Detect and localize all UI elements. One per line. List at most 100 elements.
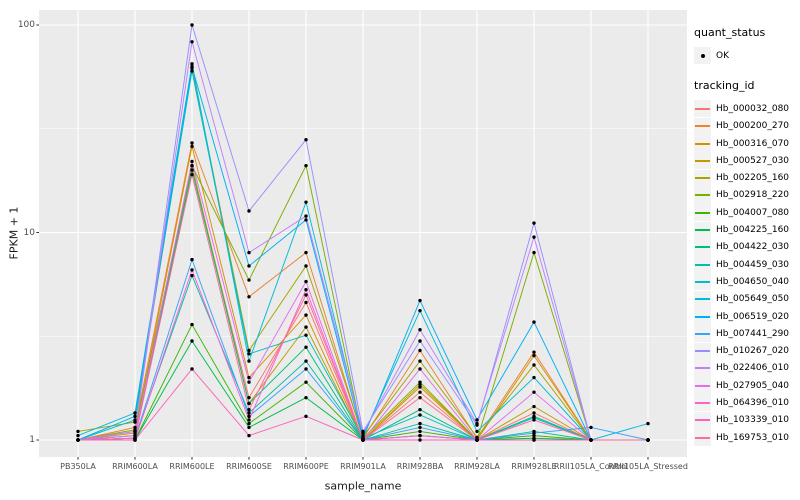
data-point: [475, 435, 479, 440]
legend-item-label: OK: [716, 50, 729, 61]
data-point: [418, 359, 422, 363]
data-point: [532, 411, 536, 415]
data-point: [532, 221, 536, 225]
legend-item-hb_006519_020: Hb_006519_020: [694, 308, 800, 325]
data-point: [247, 295, 251, 299]
legend-item-label: Hb_006519_020: [716, 311, 790, 322]
data-point: [532, 390, 536, 394]
line-swatch-icon: [695, 229, 710, 232]
legend-key-line: [694, 342, 711, 360]
data-point: [418, 429, 422, 434]
legend-key-line: [694, 308, 711, 325]
legend-item-label: Hb_004225_160: [716, 225, 790, 236]
line-swatch-icon: [695, 211, 710, 214]
data-point: [190, 172, 194, 177]
data-point: [304, 300, 308, 305]
data-point: [418, 380, 422, 384]
line-swatch-icon: [695, 280, 710, 283]
legend-key-line: [694, 377, 711, 395]
line-swatch-icon: [695, 194, 710, 197]
data-point: [133, 429, 137, 434]
legend-item-hb_004007_080: Hb_004007_080: [694, 204, 800, 222]
legend-item-label: Hb_000316_070: [716, 138, 790, 149]
legend-item-label: Hb_002205_160: [716, 173, 790, 184]
legend-item-label: Hb_007441_290: [716, 328, 790, 339]
data-point: [304, 359, 308, 363]
legend-item-hb_004459_030: Hb_004459_030: [694, 256, 800, 274]
x-tick-label: RRIM600LA: [112, 462, 158, 471]
point-glyph-icon: [700, 53, 705, 58]
x-axis-title: sample_name: [324, 479, 402, 493]
x-tick-label: RRIM600PE: [283, 462, 329, 471]
legend-item-hb_103339_010: Hb_103339_010: [694, 411, 800, 429]
y-tick-label-1: 1: [29, 435, 35, 445]
data-point: [532, 431, 536, 435]
legend-item-hb_000032_080: Hb_000032_080: [694, 100, 800, 118]
data-point: [532, 375, 536, 380]
data-point: [475, 418, 479, 422]
legend-key-line: [694, 359, 711, 377]
x-tick-label: RRIM600SE: [226, 462, 272, 471]
data-point: [247, 375, 251, 380]
data-point: [418, 382, 422, 387]
data-point: [304, 138, 308, 142]
legend-item-hb_007441_290: Hb_007441_290: [694, 325, 800, 343]
legend-key-line: [694, 325, 711, 343]
legend-key-line: [694, 152, 711, 170]
data-point: [589, 438, 593, 442]
x-tick-label: RRIM901LA: [340, 462, 386, 471]
data-point: [418, 348, 422, 353]
x-tick-label: RRII105LA_Control: [554, 462, 628, 471]
legend-title-tracking-id: tracking_id: [694, 79, 755, 93]
data-point: [475, 421, 479, 426]
legend-item-label: Hb_004007_080: [716, 207, 790, 218]
data-point: [247, 264, 251, 268]
legend-item-label: Hb_010267_020: [716, 346, 790, 357]
data-point: [190, 257, 194, 262]
legend-item-label: Hb_000200_270: [716, 121, 790, 132]
data-point: [133, 411, 137, 415]
data-point: [247, 401, 251, 406]
legend-item-label: Hb_027905_040: [716, 380, 790, 391]
data-point: [247, 411, 251, 415]
x-tick-label: PB350LA: [60, 462, 96, 471]
legend-item-label: Hb_004650_040: [716, 276, 790, 287]
line-swatch-icon: [695, 332, 710, 335]
legend-key-line: [694, 429, 711, 447]
line-swatch-icon: [695, 107, 710, 110]
data-point: [190, 367, 194, 371]
data-point: [304, 333, 308, 337]
data-point: [418, 421, 422, 426]
legend-key-line: [694, 290, 711, 308]
legend-item-hb_002205_160: Hb_002205_160: [694, 169, 800, 187]
data-point: [76, 438, 80, 442]
legend-key-line: [694, 256, 711, 274]
legend-item-hb_010267_020: Hb_010267_020: [694, 342, 800, 360]
data-point: [133, 418, 137, 422]
legend-title-quant-status: quant_status: [694, 26, 766, 39]
data-point: [76, 429, 80, 434]
legend-key-line: [694, 169, 711, 187]
line-swatch-icon: [695, 246, 710, 249]
data-point: [247, 414, 251, 419]
data-point: [532, 363, 536, 367]
x-tick-label: RRIM928BA: [397, 462, 444, 471]
data-point: [304, 313, 308, 317]
data-point: [247, 418, 251, 422]
data-point: [418, 339, 422, 343]
data-point: [532, 320, 536, 324]
legend-item-label: Hb_004459_030: [716, 259, 790, 270]
legend-item-hb_000527_030: Hb_000527_030: [694, 152, 800, 170]
data-point: [304, 380, 308, 384]
data-point: [532, 250, 536, 255]
data-point: [532, 404, 536, 409]
data-point: [304, 395, 308, 400]
data-point: [418, 385, 422, 389]
tracking-legend-items: Hb_000032_080 Hb_000200_270 Hb_000316_070 H…: [694, 100, 800, 447]
data-point: [247, 433, 251, 438]
legend-item-hb_004225_160: Hb_004225_160: [694, 221, 800, 239]
data-point: [133, 414, 137, 419]
data-point: [532, 418, 536, 422]
legend-item-label: Hb_169753_010: [716, 432, 790, 443]
data-point: [418, 413, 422, 417]
